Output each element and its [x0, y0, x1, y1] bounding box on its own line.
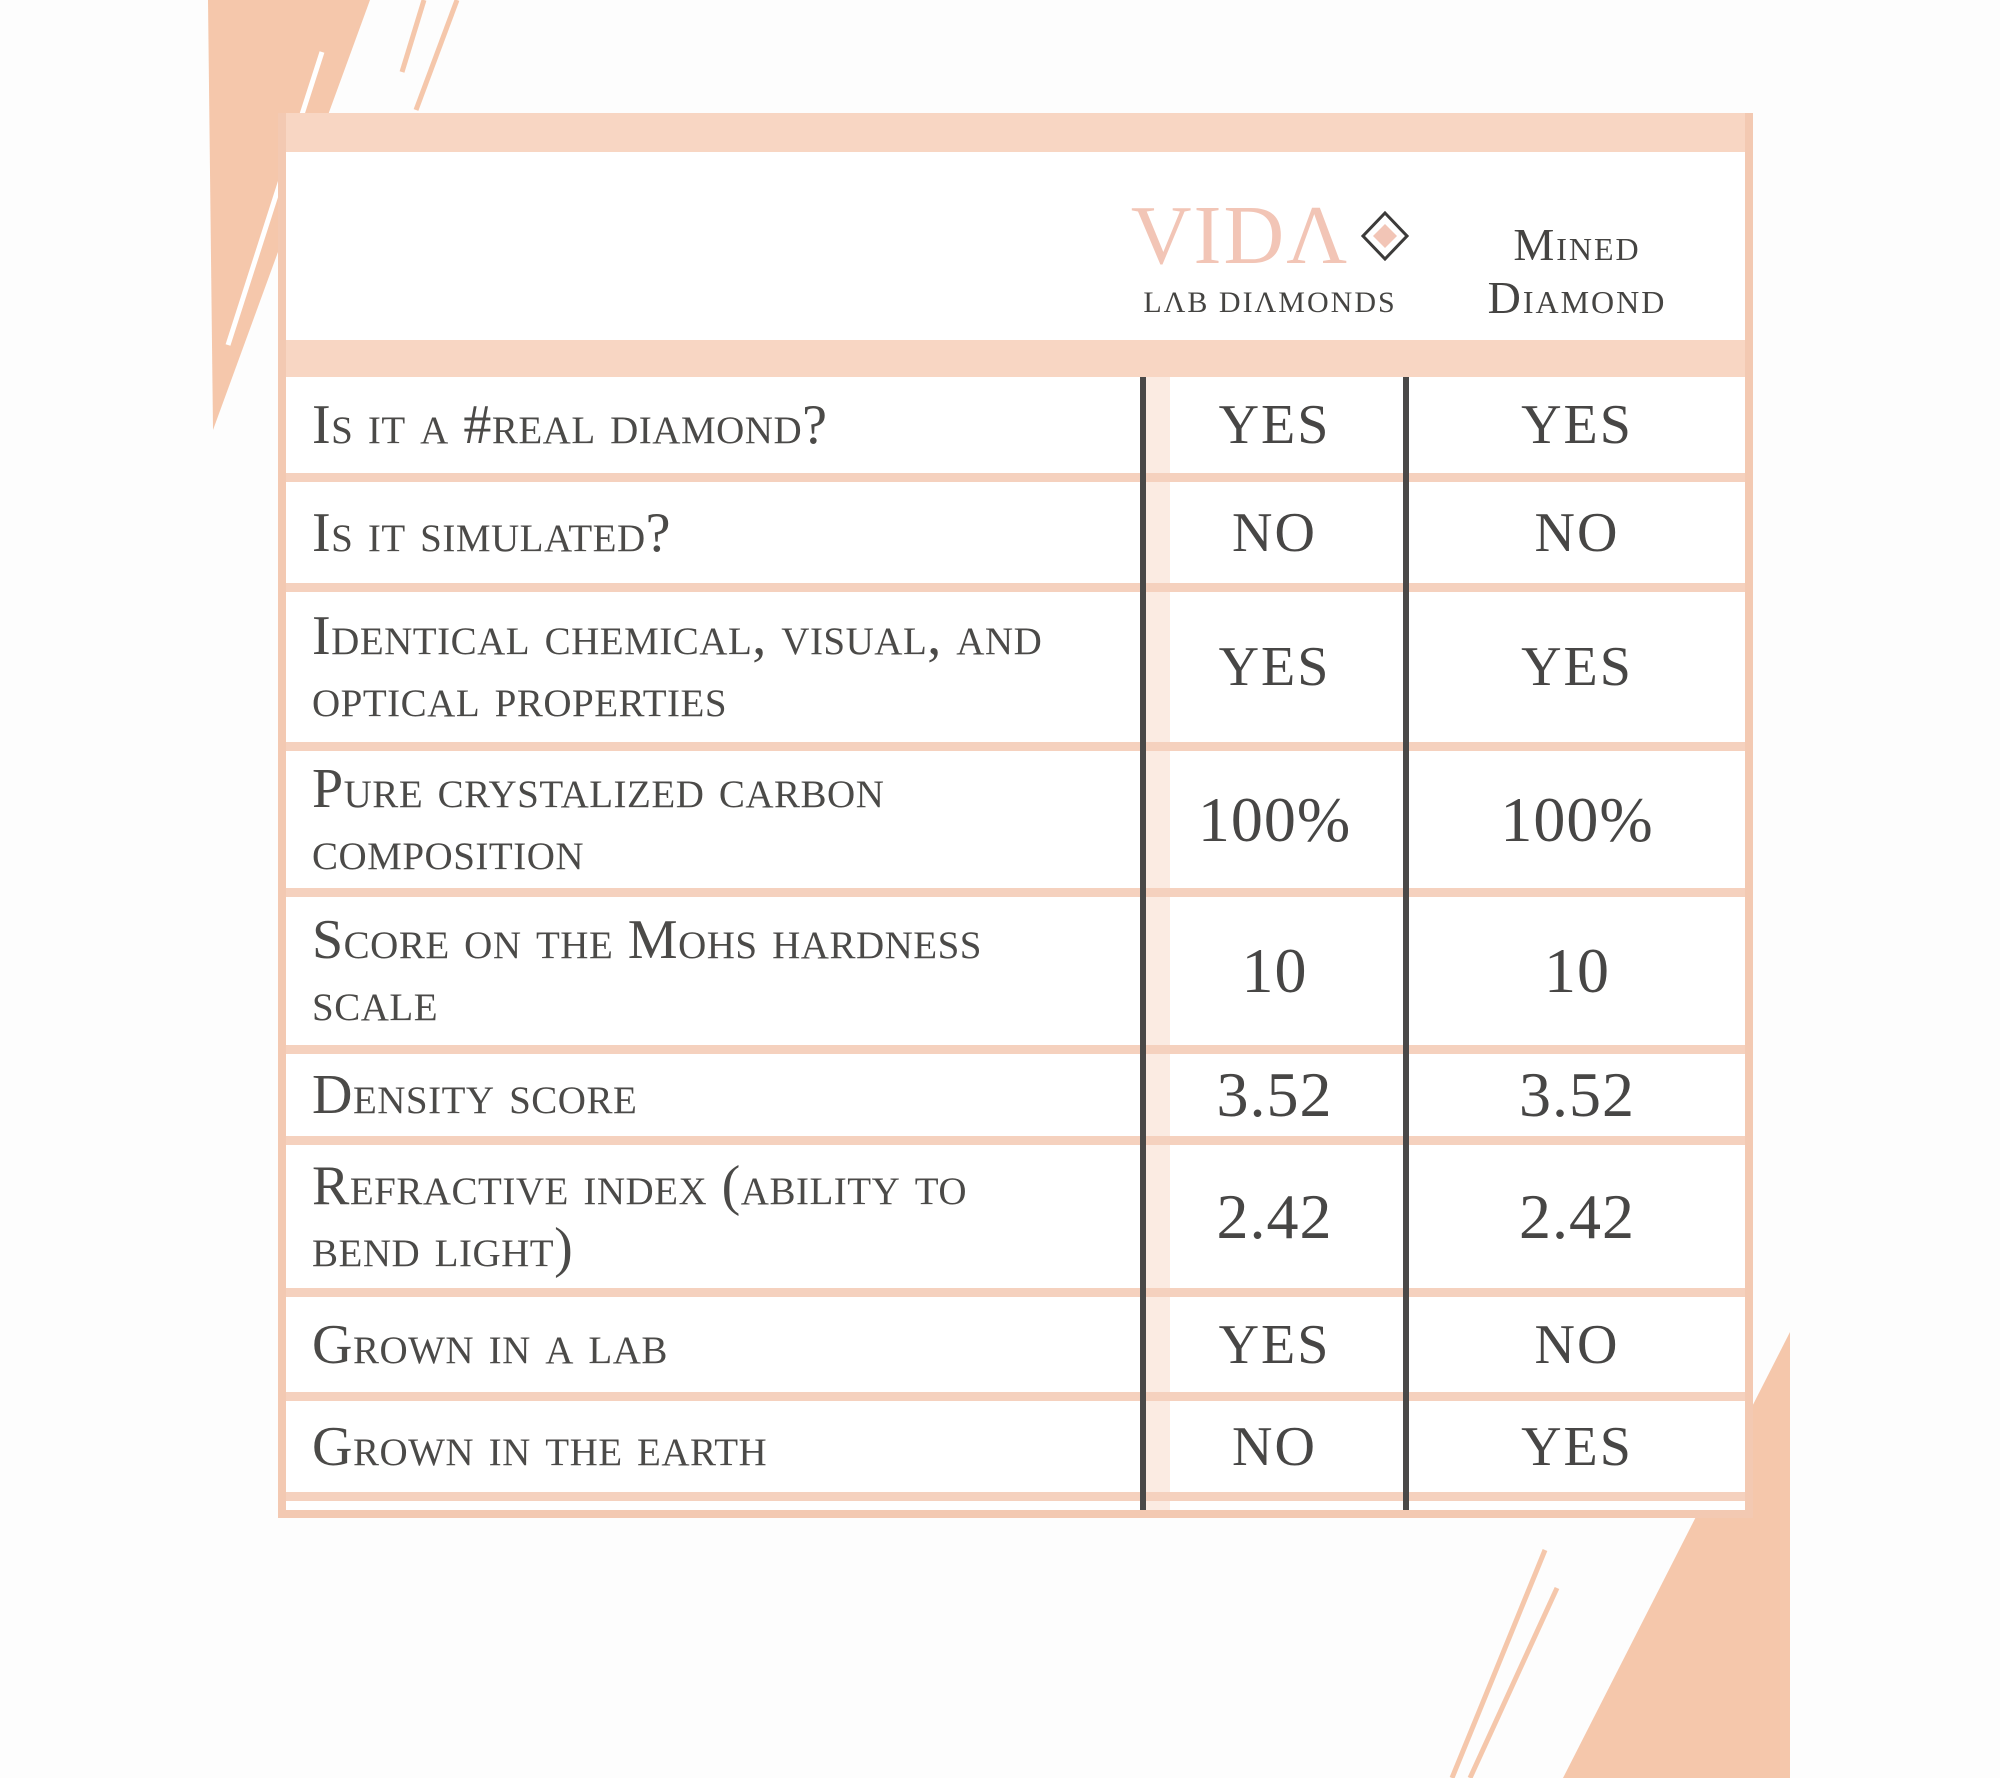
vida-value: YES: [1218, 394, 1331, 456]
comparison-card: VIDΛ LΛB DIΛMONDS Mined Diamond Is it a …: [278, 113, 1753, 1518]
mined-value: YES: [1521, 394, 1633, 456]
question-label: Is it simulated?: [312, 501, 671, 564]
vida-value: 2.42: [1216, 1180, 1333, 1252]
table-row: Grown in the earth NO YES: [286, 1401, 1745, 1492]
card-bottom-border: [278, 1510, 1753, 1518]
bottom-padding: [286, 1501, 1745, 1510]
slash-line-top-1-icon: [399, 0, 427, 73]
mined-value: NO: [1534, 1313, 1620, 1376]
question-label: Is it a #real diamond?: [312, 394, 828, 456]
table-row: Pure crystalized carbon composition 100%…: [286, 751, 1745, 888]
table-row: Identical chemical, visual, and optical …: [286, 592, 1745, 742]
column-divider-right: [1403, 377, 1409, 1510]
vida-value: NO: [1232, 1415, 1317, 1478]
mined-value: NO: [1534, 501, 1620, 564]
question-label: Pure crystalized carbon composition: [312, 757, 885, 882]
question-label: Score on the Mohs hardness scale: [312, 909, 982, 1033]
diamond-icon: [1361, 211, 1410, 261]
mined-value: YES: [1521, 636, 1633, 698]
mined-value: 3.52: [1519, 1059, 1635, 1130]
vida-value: NO: [1232, 501, 1317, 564]
card-header: VIDΛ LΛB DIΛMONDS Mined Diamond: [286, 152, 1745, 340]
column-divider-left: [1140, 377, 1146, 1510]
brand-logo: VIDΛ LΛB DIΛMONDS: [1070, 194, 1470, 320]
triangle-slit-line-icon: [225, 51, 325, 346]
row-separator: [286, 583, 1745, 592]
column-header-mined: Mined Diamond: [1487, 219, 1667, 323]
slash-line-bottom-1-icon: [1449, 1549, 1548, 1778]
question-label: Identical chemical, visual, and optical …: [312, 605, 1043, 729]
table-row: Score on the Mohs hardness scale 10 10: [286, 897, 1745, 1045]
row-separator: [286, 1136, 1745, 1145]
question-label: Grown in a lab: [312, 1313, 668, 1376]
brand-tagline: LΛB DIΛMONDS: [1143, 286, 1397, 319]
vida-value: 100%: [1197, 783, 1352, 855]
question-label: Grown in the earth: [312, 1415, 768, 1478]
table-row: Density score 3.52 3.52: [286, 1054, 1745, 1136]
question-label: Refractive index (ability to bend light): [312, 1154, 968, 1279]
mid-band: [286, 340, 1745, 377]
row-separator: [286, 742, 1745, 751]
row-separator: [286, 1288, 1745, 1297]
table-row: Is it simulated? NO NO: [286, 482, 1745, 583]
row-separator: [286, 888, 1745, 897]
mined-value: YES: [1521, 1415, 1633, 1478]
comparison-table: Is it a #real diamond? YES YES Is it sim…: [286, 377, 1745, 1510]
mined-value: 2.42: [1519, 1180, 1635, 1252]
row-separator: [286, 473, 1745, 482]
brand-name: VIDΛ: [1130, 189, 1350, 282]
table-row: Refractive index (ability to bend light)…: [286, 1145, 1745, 1288]
vida-value: YES: [1218, 1313, 1331, 1376]
vida-value: 3.52: [1216, 1059, 1333, 1130]
brand-logo-row: VIDΛ: [1070, 194, 1470, 278]
rows-list: Is it a #real diamond? YES YES Is it sim…: [286, 377, 1745, 1501]
vida-value: 10: [1241, 935, 1308, 1006]
mined-value: 100%: [1500, 783, 1654, 855]
column-highlight-stripe: [1146, 377, 1170, 1510]
slash-line-top-2-icon: [413, 0, 460, 111]
table-row: Grown in a lab YES NO: [286, 1297, 1745, 1392]
mined-value: 10: [1544, 935, 1610, 1006]
row-separator: [286, 1045, 1745, 1054]
row-separator: [286, 1392, 1745, 1401]
vida-value: YES: [1218, 636, 1331, 698]
table-row: Is it a #real diamond? YES YES: [286, 377, 1745, 473]
top-band: [286, 113, 1745, 152]
question-label: Density score: [312, 1064, 638, 1126]
slash-line-bottom-2-icon: [1467, 1586, 1560, 1778]
row-separator: [286, 1492, 1745, 1501]
